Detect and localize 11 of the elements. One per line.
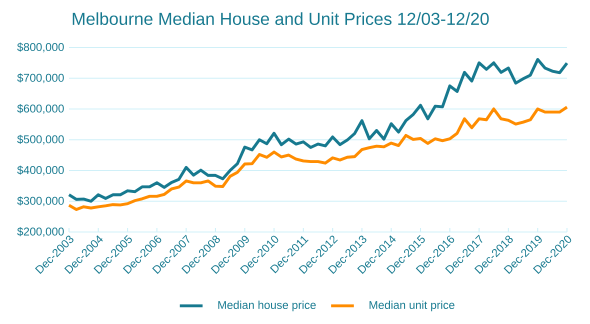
y-tick-label: $700,000: [17, 73, 64, 84]
y-tick-label: $300,000: [17, 196, 64, 206]
chart-title: Melbourne Median House and Unit Prices 12/03-12/20: [72, 12, 489, 26]
y-tick-label: $200,000: [17, 227, 64, 237]
legend-label: Median house price: [218, 300, 316, 312]
line-series: [68, 58, 568, 203]
y-tick-label: $600,000: [17, 104, 64, 114]
legend-label: Median unit price: [370, 300, 454, 312]
y-tick-label: $400,000: [17, 166, 64, 176]
y-tick-label: $500,000: [17, 134, 64, 145]
y-tick-label: $800,000: [17, 42, 64, 52]
